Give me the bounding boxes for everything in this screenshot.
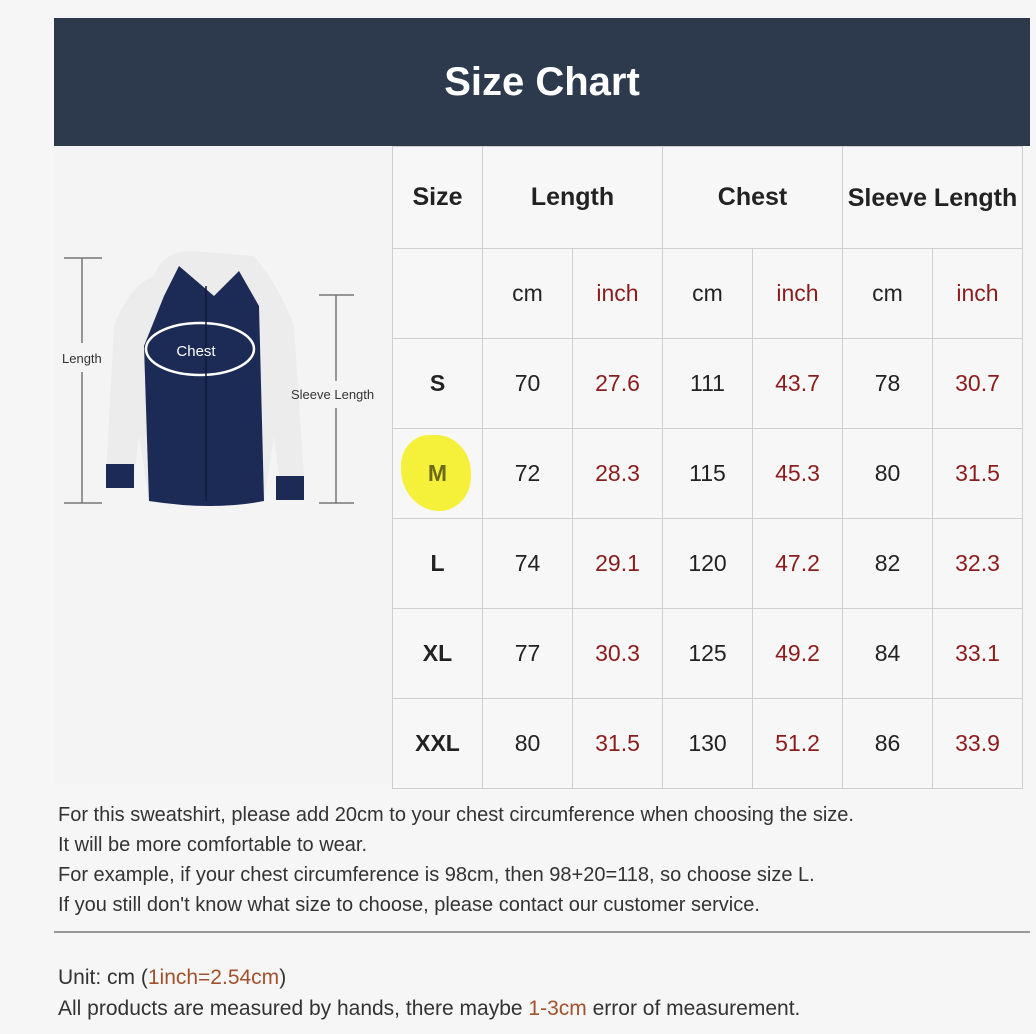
value-cell: 115 xyxy=(662,428,753,519)
conversion: 1inch=2.54cm xyxy=(147,966,280,989)
value-cell: 28.3 xyxy=(572,428,663,519)
divider xyxy=(54,931,1030,933)
table-row: M 72 28.3 115 45.3 80 31.5 xyxy=(392,428,1023,519)
value-cell: 111 xyxy=(662,338,753,429)
size-label: XXL xyxy=(415,730,460,756)
note: For this sweatshirt, please add 20cm to … xyxy=(58,804,854,826)
chest-label: Chest xyxy=(176,343,216,360)
value-cell: 74 xyxy=(482,518,573,609)
value-cell: 84 xyxy=(842,608,933,699)
unit: cm xyxy=(842,248,933,339)
value-cell: 32.3 xyxy=(932,518,1023,609)
value-cell: 33.9 xyxy=(932,698,1023,789)
value-cell: 47.2 xyxy=(752,518,843,609)
value-cell: 77 xyxy=(482,608,573,699)
jacket-illustration: Chest Length Sleeve Length xyxy=(54,146,392,784)
unit: inch xyxy=(752,248,843,339)
value-cell: 30.7 xyxy=(932,338,1023,429)
value-cell: 30.3 xyxy=(572,608,663,699)
table-row: L 74 29.1 120 47.2 82 32.3 xyxy=(392,518,1023,609)
value-cell: 86 xyxy=(842,698,933,789)
size-label: XL xyxy=(422,640,453,666)
value-cell: 70 xyxy=(482,338,573,429)
unit-text: Unit: cm ( xyxy=(58,966,148,989)
units-row: cm inch cm inch cm inch xyxy=(392,248,1023,339)
value-cell: 80 xyxy=(842,428,933,519)
size-label: L xyxy=(430,550,445,576)
unit: inch xyxy=(932,248,1023,339)
note: It will be more comfortable to wear. xyxy=(58,834,368,856)
size-table: Size Length Chest Sleeve Length cm inch … xyxy=(392,146,1023,789)
header-chest: Chest xyxy=(662,146,843,249)
size-label: M xyxy=(427,460,448,486)
page-title: Size Chart xyxy=(54,18,1030,146)
value-cell: 78 xyxy=(842,338,933,429)
note: For example, if your chest circumference… xyxy=(58,864,815,886)
value-cell: 31.5 xyxy=(932,428,1023,519)
table-row: S 70 27.6 111 43.7 78 30.7 xyxy=(392,338,1023,429)
value-cell: 125 xyxy=(662,608,753,699)
value-cell: 27.6 xyxy=(572,338,663,429)
header-length: Length xyxy=(482,146,663,249)
header-size: Size xyxy=(392,146,483,249)
table-row: XXL 80 31.5 130 51.2 86 33.9 xyxy=(392,698,1023,789)
sleeve-length-label: Sleeve Length xyxy=(291,387,374,402)
size-cell: S xyxy=(392,338,483,429)
footer: Unit: cm (1inch=2.54cm) All products are… xyxy=(58,962,800,1024)
value-cell: 80 xyxy=(482,698,573,789)
value-cell: 31.5 xyxy=(572,698,663,789)
size-cell: XXL xyxy=(392,698,483,789)
value-cell: 51.2 xyxy=(752,698,843,789)
error-text: error of measurement. xyxy=(586,997,801,1020)
value-cell: 82 xyxy=(842,518,933,609)
header-sleeve: Sleeve Length xyxy=(842,146,1023,249)
notes: For this sweatshirt, please add 20cm to … xyxy=(58,800,854,920)
value-cell: 33.1 xyxy=(932,608,1023,699)
size-label: S xyxy=(429,370,446,396)
error-text: All products are measured by hands, ther… xyxy=(58,997,529,1020)
unit-text: ) xyxy=(279,966,287,989)
unit: cm xyxy=(662,248,753,339)
size-cell: XL xyxy=(392,608,483,699)
table-row: XL 77 30.3 125 49.2 84 33.1 xyxy=(392,608,1023,699)
value-cell: 43.7 xyxy=(752,338,843,429)
value-cell: 130 xyxy=(662,698,753,789)
value-cell: 72 xyxy=(482,428,573,519)
value-cell: 120 xyxy=(662,518,753,609)
size-cell: M xyxy=(392,428,483,519)
size-cell: L xyxy=(392,518,483,609)
error-range: 1-3cm xyxy=(528,997,587,1020)
note: If you still don't know what size to cho… xyxy=(58,894,760,916)
value-cell: 29.1 xyxy=(572,518,663,609)
length-label: Length xyxy=(62,351,102,366)
value-cell: 45.3 xyxy=(752,428,843,519)
value-cell: 49.2 xyxy=(752,608,843,699)
unit: inch xyxy=(572,248,663,339)
unit: cm xyxy=(482,248,573,339)
